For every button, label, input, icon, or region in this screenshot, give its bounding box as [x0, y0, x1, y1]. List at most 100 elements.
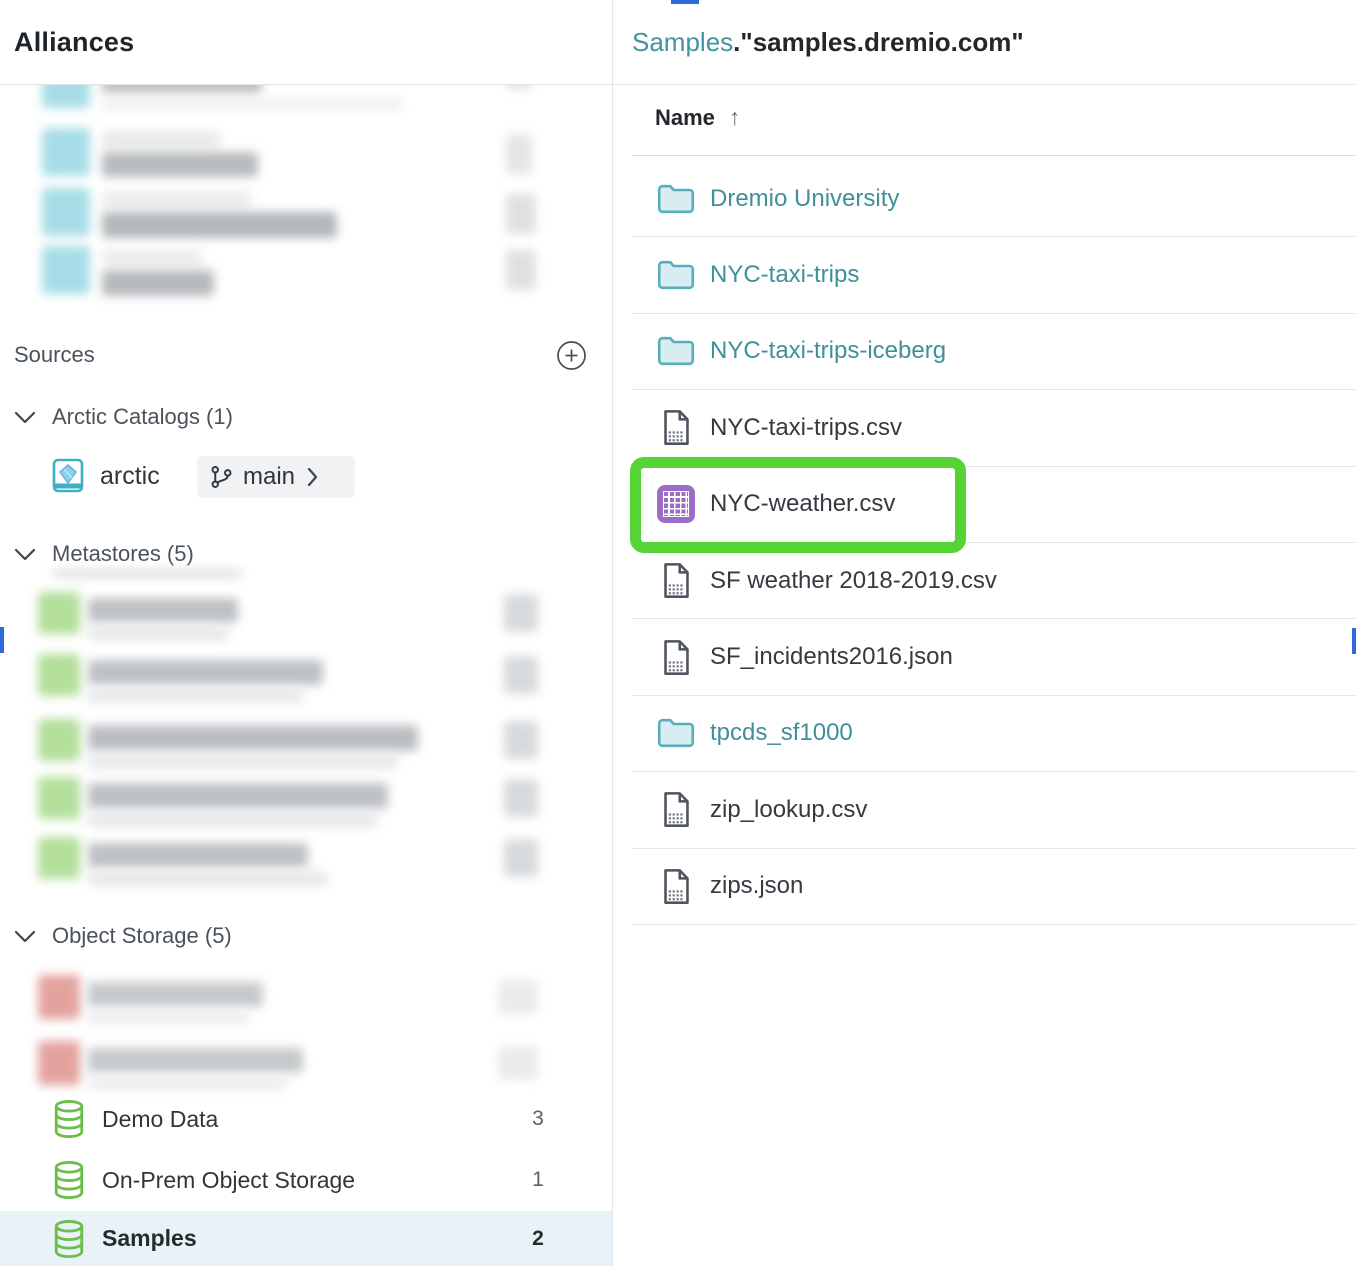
redacted-icon — [38, 975, 80, 1019]
file-icon — [655, 561, 697, 600]
table-row-nyc-weather-csv[interactable]: NYC-weather.csv — [632, 467, 1356, 543]
redacted-text — [88, 871, 328, 886]
redacted-count — [504, 656, 538, 694]
sources-header: Sources — [14, 342, 95, 367]
redacted-text — [102, 131, 220, 149]
row-label: SF_incidents2016.json — [710, 643, 953, 671]
source-name: Samples — [102, 1225, 197, 1251]
breadcrumb-source-link[interactable]: Samples — [632, 26, 734, 57]
file-icon — [655, 790, 697, 829]
sidebar-item-arctic[interactable]: arctic main — [0, 450, 612, 504]
table-row-nyc-taxi-trips-iceberg[interactable]: NYC-taxi-trips-iceberg — [632, 314, 1356, 391]
redacted-count — [506, 194, 536, 234]
table-row-sf-incidents-json[interactable]: SF_incidents2016.json — [632, 619, 1356, 696]
section-metastores[interactable]: Metastores (5) — [52, 541, 194, 566]
redacted-underline — [52, 569, 242, 578]
sidebar-header: Alliances — [0, 0, 612, 85]
row-label: zip_lookup.csv — [710, 795, 868, 823]
redacted-text — [88, 688, 303, 703]
arctic-catalog-icon — [52, 458, 84, 493]
redacted-icon — [42, 246, 90, 294]
redacted-count — [504, 839, 538, 877]
redacted-text — [88, 812, 378, 827]
breadcrumb-bar: Samples."samples.dremio.com" — [613, 0, 1356, 85]
breadcrumb-path: ."samples.dremio.com" — [733, 26, 1024, 57]
redacted-text — [102, 212, 337, 238]
table-row-tpcds-sf1000[interactable]: tpcds_sf1000 — [632, 696, 1356, 773]
chevron-down-icon[interactable] — [13, 410, 37, 425]
blue-edge-artifact — [671, 0, 699, 4]
folder-icon — [655, 259, 697, 291]
section-object-storage[interactable]: Object Storage (5) — [52, 923, 232, 948]
redacted-text — [88, 1048, 303, 1073]
arctic-catalog-name: arctic — [100, 462, 160, 490]
database-icon — [54, 1100, 84, 1138]
section-arctic-catalogs[interactable]: Arctic Catalogs (1) — [52, 404, 233, 429]
database-icon — [54, 1219, 84, 1258]
redacted-text — [102, 152, 258, 177]
chevron-right-icon — [307, 467, 318, 487]
redacted-icon — [38, 719, 80, 761]
blue-edge-artifact — [0, 627, 4, 653]
branch-name: main — [243, 463, 296, 490]
redacted-text — [88, 754, 398, 769]
table-row-nyc-taxi-trips[interactable]: NYC-taxi-trips — [632, 237, 1356, 314]
table-row-sf-weather-csv[interactable]: SF weather 2018-2019.csv — [632, 543, 1356, 620]
redacted-text — [88, 660, 323, 685]
row-label: NYC-taxi-trips-iceberg — [710, 337, 947, 365]
redacted-count — [504, 594, 538, 632]
git-branch-icon — [211, 466, 232, 488]
redacted-text — [102, 98, 402, 111]
row-label: NYC-taxi-trips.csv — [710, 413, 903, 441]
redacted-count — [504, 721, 538, 759]
table-row-nyc-taxi-trips-csv[interactable]: NYC-taxi-trips.csv — [632, 390, 1356, 467]
source-count: 2 — [532, 1226, 544, 1250]
table-row-zip-lookup-csv[interactable]: zip_lookup.csv — [632, 772, 1356, 849]
sort-ascending-icon: ↑ — [728, 104, 741, 130]
chevron-down-icon[interactable] — [13, 929, 37, 944]
redacted-text — [102, 191, 252, 209]
folder-icon — [655, 335, 697, 367]
redacted-icon — [42, 188, 90, 236]
sidebar-item-samples[interactable]: Samples 2 — [0, 1211, 612, 1266]
redacted-text — [88, 725, 418, 751]
sidebar-item-on-prem-object-storage[interactable]: On-Prem Object Storage 1 — [0, 1150, 612, 1210]
redacted-text — [88, 1076, 288, 1090]
redacted-text — [88, 843, 308, 868]
sidebar-item-demo-data[interactable]: Demo Data 3 — [0, 1089, 612, 1149]
redacted-icon — [38, 592, 80, 634]
sidebar-title: Alliances — [14, 26, 135, 57]
redacted-text — [88, 783, 388, 809]
file-icon — [655, 408, 697, 447]
add-source-button[interactable] — [556, 340, 587, 371]
row-label: Dremio University — [710, 184, 900, 212]
branch-selector[interactable]: main — [197, 456, 355, 498]
redacted-icon — [38, 777, 80, 819]
redacted-count — [498, 980, 538, 1014]
file-icon — [655, 867, 697, 906]
row-label: zips.json — [710, 872, 804, 900]
redacted-count — [506, 250, 536, 290]
redacted-icon — [42, 128, 90, 176]
redacted-text — [102, 270, 214, 296]
source-count: 1 — [532, 1168, 544, 1191]
file-table: Dremio University NYC-taxi-trips NYC-tax… — [632, 161, 1356, 925]
source-name: On-Prem Object Storage — [102, 1166, 356, 1193]
redacted-text — [88, 598, 238, 623]
row-label: NYC-taxi-trips — [710, 261, 860, 289]
folder-icon — [655, 183, 697, 215]
row-label: tpcds_sf1000 — [710, 719, 853, 747]
source-count: 3 — [532, 1107, 544, 1130]
source-name: Demo Data — [102, 1105, 219, 1132]
dataset-grid-icon — [655, 485, 697, 524]
database-icon — [54, 1161, 84, 1199]
table-row-dremio-university[interactable]: Dremio University — [632, 161, 1356, 238]
name-column-header[interactable]: Name ↑ — [655, 104, 740, 131]
chevron-down-icon[interactable] — [13, 547, 37, 562]
redacted-count — [498, 1046, 538, 1080]
table-row-zips-json[interactable]: zips.json — [632, 849, 1356, 925]
redacted-text — [102, 249, 202, 267]
redacted-icon — [38, 1041, 80, 1085]
redacted-icon — [38, 837, 80, 879]
blue-edge-artifact — [1352, 628, 1356, 654]
